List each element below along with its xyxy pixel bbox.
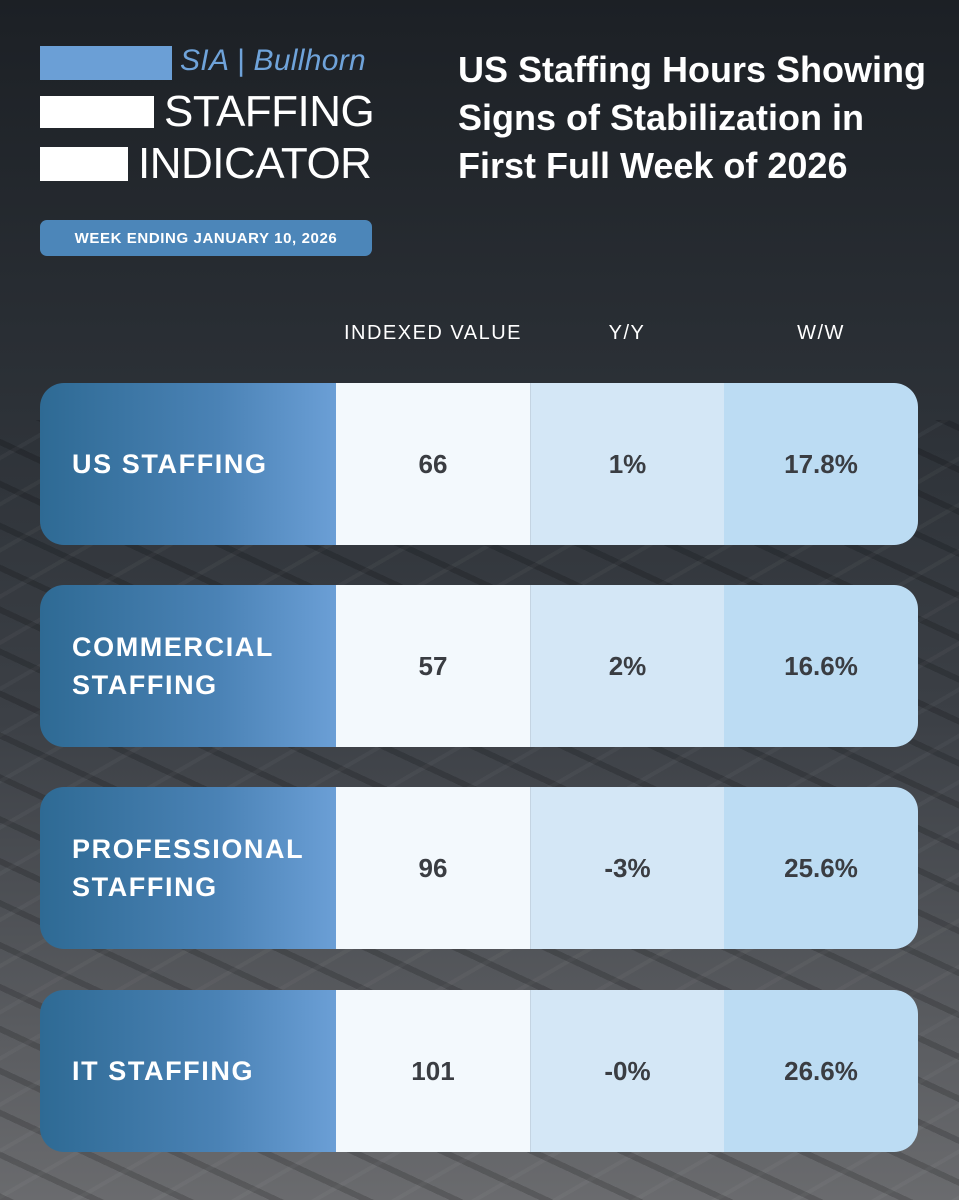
row-label: US STAFFING bbox=[40, 383, 336, 545]
column-header-ww: W/W bbox=[797, 322, 845, 344]
row-label: PROFESSIONAL STAFFING bbox=[40, 787, 336, 949]
column-header-yy: Y/Y bbox=[608, 322, 646, 344]
ww-cell: 17.8% bbox=[724, 383, 918, 545]
table-row-professional-staffing: PROFESSIONAL STAFFING 96 -3% 25.6% bbox=[40, 787, 918, 949]
indexed-value-cell: 101 bbox=[336, 990, 530, 1152]
ww-cell: 26.6% bbox=[724, 990, 918, 1152]
yy-cell: -3% bbox=[530, 787, 724, 949]
week-ending-badge: WEEK ENDING JANUARY 10, 2026 bbox=[40, 220, 372, 256]
row-label: COMMERCIAL STAFFING bbox=[40, 585, 336, 747]
table-row-commercial-staffing: COMMERCIAL STAFFING 57 2% 16.6% bbox=[40, 585, 918, 747]
row-label: IT STAFFING bbox=[40, 990, 336, 1152]
table-row-it-staffing: IT STAFFING 101 -0% 26.6% bbox=[40, 990, 918, 1152]
indexed-value-cell: 66 bbox=[336, 383, 530, 545]
indexed-value-cell: 57 bbox=[336, 585, 530, 747]
logo-bar-white-2 bbox=[40, 147, 128, 181]
logo: SIA | Bullhorn STAFFING INDICATOR bbox=[40, 44, 380, 188]
indexed-value-cell: 96 bbox=[336, 787, 530, 949]
yy-cell: -0% bbox=[530, 990, 724, 1152]
table-row-us-staffing: US STAFFING 66 1% 17.8% bbox=[40, 383, 918, 545]
headline: US Staffing Hours Showing Signs of Stabi… bbox=[458, 49, 926, 186]
ww-cell: 25.6% bbox=[724, 787, 918, 949]
logo-bar-white-1 bbox=[40, 96, 154, 128]
column-header-indexed-value: INDEXED VALUE bbox=[343, 322, 523, 344]
logo-indicator-text: INDICATOR bbox=[138, 139, 372, 188]
yy-cell: 2% bbox=[530, 585, 724, 747]
ww-cell: 16.6% bbox=[724, 585, 918, 747]
logo-bar-blue bbox=[40, 46, 172, 80]
logo-staffing-text: STAFFING bbox=[164, 87, 375, 136]
logo-brand: SIA | Bullhorn bbox=[180, 44, 366, 77]
yy-cell: 1% bbox=[530, 383, 724, 545]
